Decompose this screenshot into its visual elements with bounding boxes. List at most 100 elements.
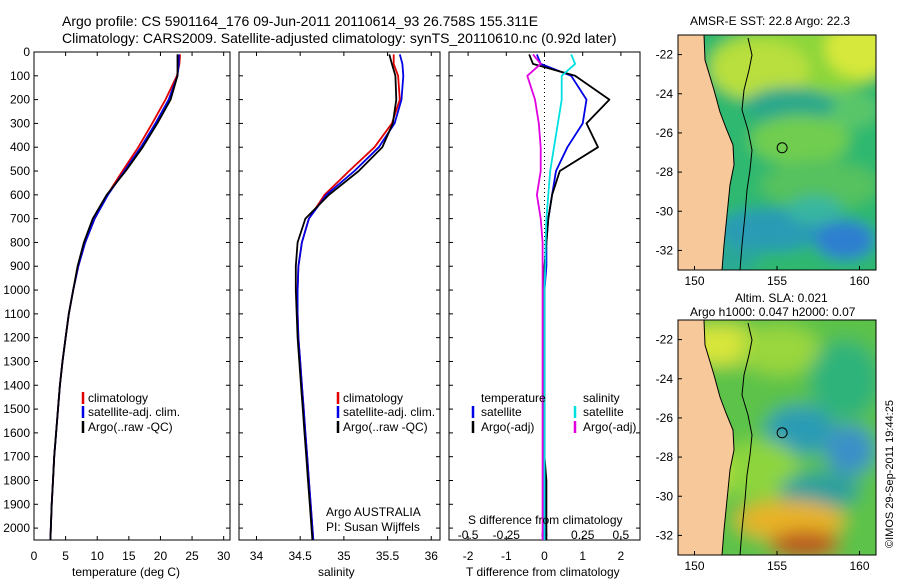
credit-text: Argo AUSTRALIA [326,505,421,519]
series-line [49,54,181,541]
x-tick-label: 2 [618,549,625,563]
argo-position-marker [776,427,788,439]
map-x-tick-label: 160 [849,559,869,573]
map-x-tick-label: 155 [767,274,787,288]
argo-position-marker [776,142,788,154]
x-tick-label: 1 [579,549,586,563]
x-tick-label: 25 [185,549,199,563]
y-tick-label: 1100 [4,307,30,321]
y-tick-label: 2000 [3,521,30,535]
legend-label: climatology [88,391,148,405]
x-tick-label: 5 [62,549,69,563]
legend-title-temperature: temperature [481,391,546,405]
map-y-tick-label: -22 [656,333,674,347]
x-tick-label: 20 [154,549,168,563]
series-line [296,54,401,541]
figure-title-line1: Argo profile: CS 5901164_176 09-Jun-2011… [62,13,538,29]
map-y-tick-label: -28 [656,165,674,179]
s-tick-label: 0.5 [613,528,630,542]
y-tick-label: 1000 [3,283,30,297]
map-y-tick-label: -24 [656,372,674,386]
y-tick-label: 1400 [3,378,30,392]
map-x-tick-label: 150 [684,559,704,573]
pi-text: PI: Susan Wijffels [326,520,420,534]
sla-map-subtitle: Argo h1000: 0.047 h2000: 0.07 [690,305,856,319]
map-y-tick-label: -30 [656,489,674,503]
legend-label: satellite-adj. clim. [88,405,180,419]
x-tick-label: 35 [337,549,351,563]
sst-map-title: AMSR-E SST: 22.8 Argo: 22.3 [690,14,850,28]
series-line [296,54,405,541]
sst-map-panel: AMSR-E SST: 22.8 Argo: 22.3 -22 -24 -26 -28… [656,14,877,288]
y-tick-label: 1800 [3,473,30,487]
y-tick-label: 1300 [3,354,30,368]
timestamp-stamp: ©IMOS 29-Sep-2011 19:44:25 [884,400,896,548]
series-line [294,54,398,541]
map-y-tick-label: -26 [656,126,674,140]
legend-label: satellite-adj. clim. [343,405,435,419]
series-line [543,54,576,540]
plot-frame [238,51,441,541]
series-line [526,53,544,540]
x-tick-label: -2 [463,549,474,563]
legend-label: Argo(-adj) [481,420,534,434]
x-tick-label: 15 [122,549,136,563]
s-tick-label: 0.25 [571,528,595,542]
x-tick-label: 34 [250,549,264,563]
legend-title-salinity: salinity [583,391,620,405]
x-tick-label: 34.5 [288,549,312,563]
y-tick-label: 500 [10,164,30,178]
map-x-tick-label: 160 [849,274,869,288]
salinity-profile-panel: 34 34.5 35 35.5 36 climatologysatellite-adj. … [238,51,441,563]
figure-title-line2: Climatology: CARS2009. Satellite-adjuste… [62,30,617,46]
legend-label: Argo(-adj) [583,420,636,434]
difference-top-xlabel: S difference from climatology [468,513,623,527]
legend-label: Argo(..raw -QC) [343,420,428,434]
sla-map-panel: Altim. SLA: 0.021 Argo h1000: 0.047 h200… [656,291,877,573]
map-x-tick-label: 150 [684,274,704,288]
map-y-tick-label: -28 [656,450,674,464]
sla-map-title: Altim. SLA: 0.021 [735,291,828,305]
y-tick-label: 1900 [3,497,30,511]
x-tick-label: 0 [31,549,38,563]
x-tick-label: -1 [501,549,512,563]
y-tick-label: 100 [10,69,30,83]
salinity-xlabel: salinity [318,565,355,579]
difference-xlabel: T difference from climatology [466,565,620,579]
y-tick-label: 200 [10,93,30,107]
map-y-tick-label: -30 [656,204,674,218]
y-tick-label: 300 [10,116,30,130]
x-tick-label: 36 [425,549,439,563]
y-tick-label: 700 [10,212,30,226]
legend-label: Argo(..raw -QC) [88,420,173,434]
map-y-tick-label: -24 [656,87,674,101]
y-tick-label: 800 [10,235,30,249]
y-tick-label: 1200 [3,331,30,345]
y-tick-label: 400 [10,140,30,154]
y-tick-label: 1600 [3,426,30,440]
x-tick-label: 10 [91,549,105,563]
map-y-tick-label: -32 [656,243,674,257]
legend-label: satellite [583,405,624,419]
series-line [49,54,180,541]
x-tick-label: 30 [217,549,231,563]
y-tick-label: 1700 [3,450,30,464]
legend-label: climatology [343,391,403,405]
y-tick-label: 0 [23,45,30,59]
x-tick-label: 35.5 [376,549,400,563]
s-tick-label: -0.5 [458,528,479,542]
map-y-tick-label: -32 [656,528,674,542]
map-y-tick-label: -22 [656,48,674,62]
series-line [528,54,611,540]
legend-label: satellite [481,405,522,419]
s-tick-label: -0.25 [493,528,521,542]
temperature-xlabel: temperature (deg C) [72,565,180,579]
y-tick-label: 1500 [3,402,30,416]
y-tick-label: 600 [10,188,30,202]
temperature-profile-panel: 0100200300400500600700800900100011001200… [3,45,230,563]
x-tick-label: 0 [541,549,548,563]
map-x-tick-label: 155 [767,559,787,573]
map-y-tick-label: -26 [656,411,674,425]
